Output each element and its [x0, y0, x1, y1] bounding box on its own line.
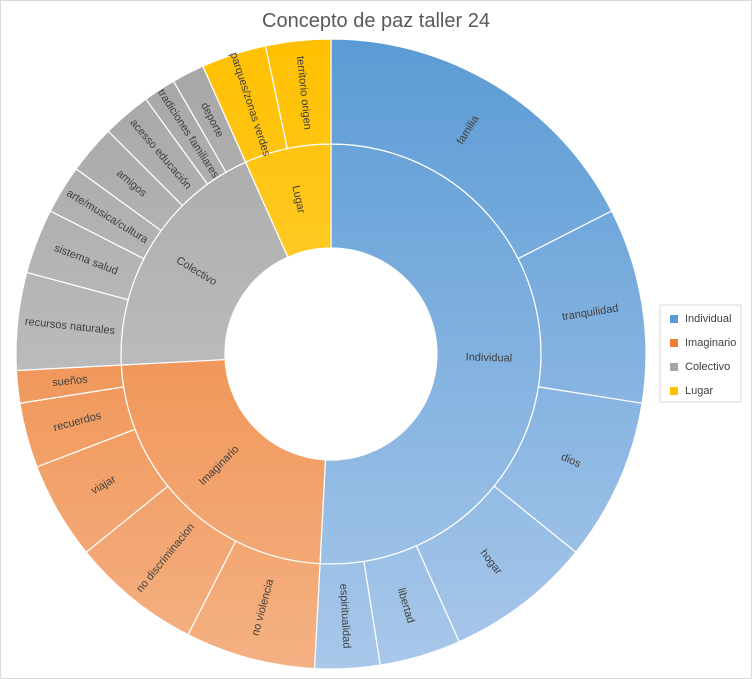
inner-label-individual: Individual	[466, 351, 513, 364]
legend-swatch-lugar	[670, 387, 678, 395]
legend-label-individual: Individual	[685, 313, 731, 325]
legend-label-lugar: Lugar	[685, 385, 713, 397]
legend-label-colectivo: Colectivo	[685, 361, 730, 373]
chart-title: Concepto de paz taller 24	[262, 10, 490, 32]
legend: Individual Imaginario Colectivo Lugar	[659, 304, 742, 403]
outer-label-suenos: sueños	[52, 373, 89, 389]
outer-segment-territorio-origen	[264, 38, 332, 150]
legend-label-imaginario: Imaginario	[685, 337, 736, 349]
inner-label-lugar: Lugar	[289, 184, 307, 214]
legend-swatch-imaginario	[670, 339, 678, 347]
legend-swatch-colectivo	[670, 363, 678, 371]
sunburst-segments	[15, 38, 647, 670]
legend-swatch-individual	[670, 315, 678, 323]
outer-label-espiritualidad: espiritualidad	[337, 583, 352, 648]
